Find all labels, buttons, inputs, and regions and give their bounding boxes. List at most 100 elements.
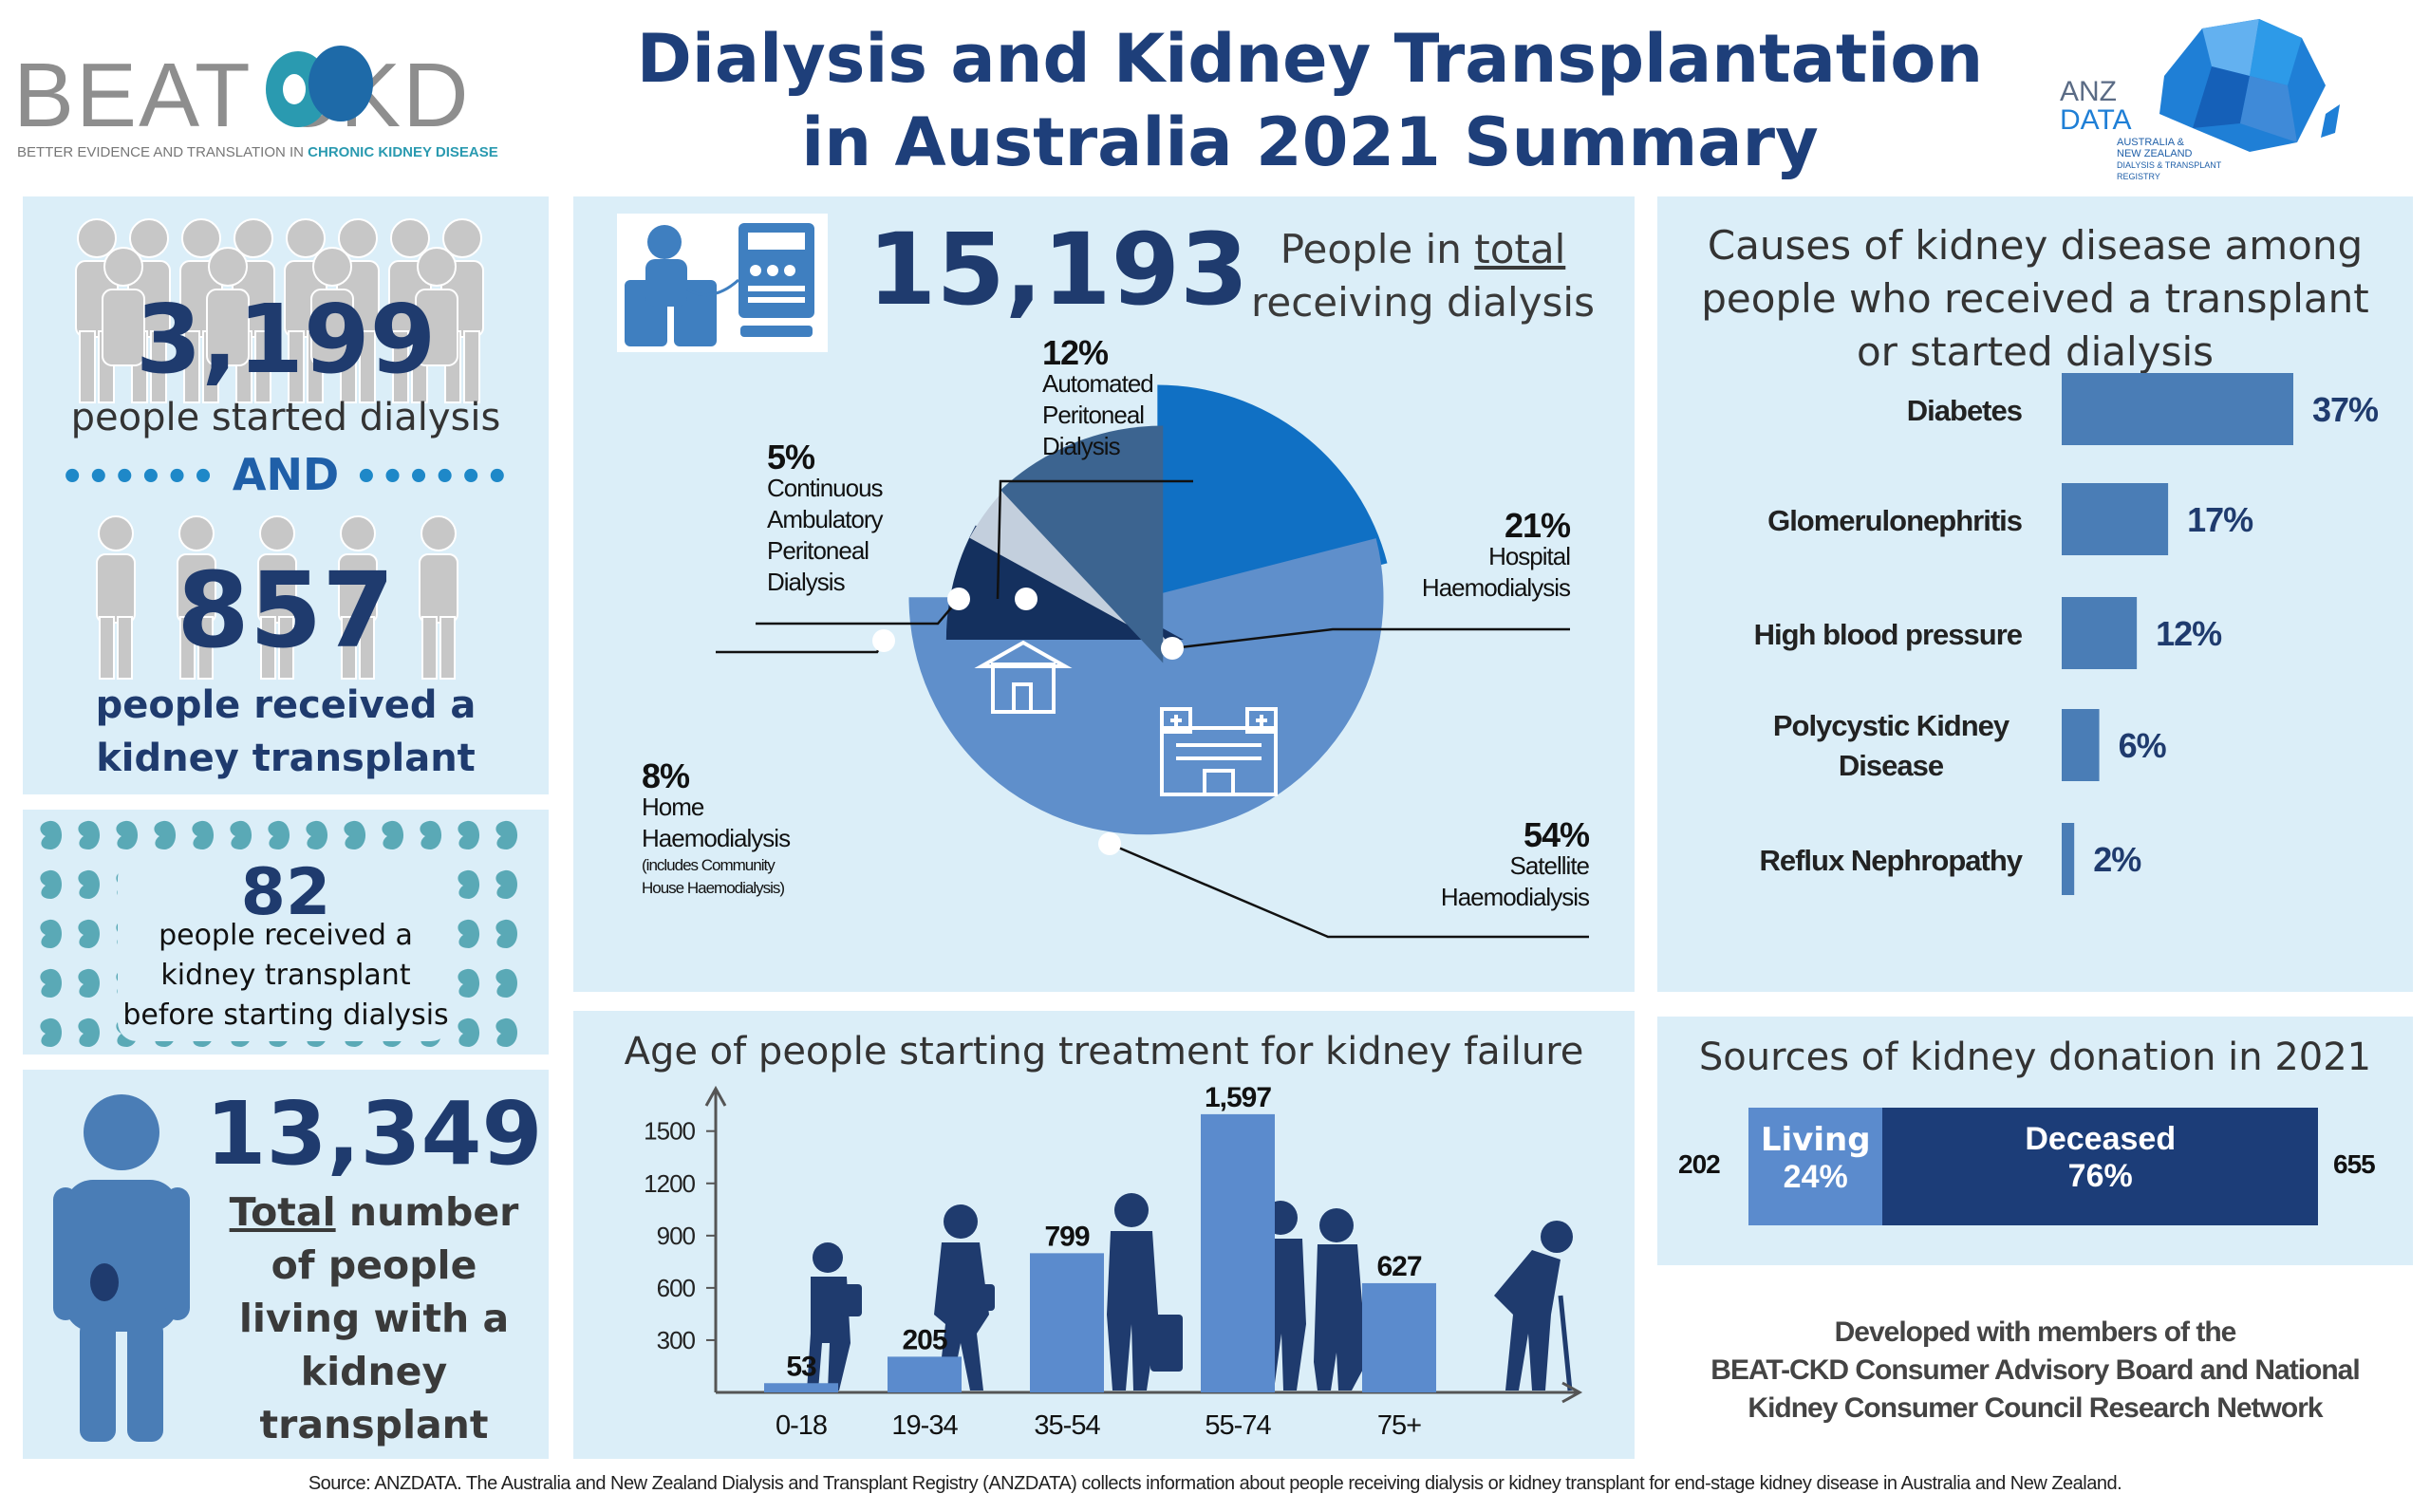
kidney-icon — [154, 820, 177, 849]
donation-bar: Living 24% Deceased 76% — [1748, 1108, 2318, 1225]
living-pct: 24% — [1783, 1159, 1848, 1195]
cause-label: Glomerulonephritis — [1767, 504, 2022, 537]
started-dialysis-value: 3,199 — [135, 284, 437, 395]
living-label-4: kidney — [300, 1349, 448, 1394]
slice-label-capd: 5% Continuous Ambulatory Peritoneal Dial… — [767, 438, 884, 598]
dialysis-pie-chart — [716, 384, 1589, 939]
causes-title: Causes of kidney disease among people wh… — [1657, 219, 2413, 379]
y-tick-label: 600 — [657, 1274, 696, 1302]
age-bar-value-label: 627 — [1376, 1251, 1421, 1282]
deceased-segment: Deceased 76% — [1882, 1108, 2318, 1225]
deceased-label: Deceased — [2025, 1121, 2177, 1157]
cause-bar — [2062, 483, 2169, 555]
living-label-1: number — [335, 1189, 519, 1235]
kidney-icon — [495, 1017, 518, 1047]
kidney-icon — [78, 1017, 101, 1047]
deceased-pct: 76% — [2067, 1158, 2133, 1194]
causes-title-2: people who received a transplant — [1701, 275, 2369, 322]
age-bar — [888, 1356, 962, 1392]
slice-capd-l3: Peritoneal — [767, 536, 869, 565]
anzdata-sub2: NEW ZEALAND — [2117, 148, 2193, 159]
slice-capd-l1: Continuous — [767, 474, 884, 502]
age-panel: Age of people starting treatment for kid… — [573, 1011, 1635, 1459]
living-label-5: transplant — [259, 1402, 489, 1447]
age-bar — [764, 1383, 838, 1392]
age-bar-chart: 300 600 900 1200 1500 53 0-18 205 19-34 799 35-54 1… — [644, 1082, 1583, 1441]
kidney-icon — [78, 869, 101, 899]
cause-label: Reflux Nephropathy — [1759, 844, 2023, 877]
age-bar — [1201, 1113, 1275, 1392]
kidney-icon — [116, 820, 139, 849]
living-transplant-label: Total number of people living with a kid… — [203, 1185, 545, 1451]
credits: Developed with members of the BEAT-CKD C… — [1657, 1314, 2413, 1428]
causes-title-3: or started dialysis — [1856, 328, 2214, 375]
dialysis-icon-box — [617, 214, 828, 352]
age-category-label: 19-34 — [891, 1410, 958, 1441]
slice-label-home: 8% Home Haemodialysis (includes Communit… — [642, 759, 791, 900]
slice-satellite-l2: Haemodialysis — [1440, 883, 1590, 911]
slice-apd-l2: Peritoneal — [1042, 401, 1145, 429]
house-icon — [974, 640, 1073, 714]
source-footnote: Source: ANZDATA. The Australia and New Z… — [308, 1473, 2122, 1494]
pie-slice-apd — [1000, 425, 1164, 663]
slice-apd-l3: Dialysis — [1042, 432, 1121, 460]
living-label: Living — [1760, 1121, 1871, 1159]
transplant-label-1: people received a — [95, 683, 477, 727]
dialysis-panel: 15,193 People in total receiving dialysi… — [573, 196, 1635, 992]
slice-hospital-l1: Hospital — [1488, 542, 1571, 570]
slice-home-l2: Haemodialysis — [642, 824, 791, 852]
kidney-icon — [458, 968, 480, 998]
started-dialysis-label: people started dialysis — [70, 396, 501, 439]
pre-label-2: kidney transplant — [160, 959, 411, 992]
kidney-icon — [382, 820, 404, 849]
kidney-icon — [40, 919, 63, 948]
elderly-silhouette-icon — [1494, 1221, 1573, 1391]
started-transplant-panel: 3,199 people started dialysis •••••• AND… — [23, 196, 549, 794]
anzdata-sub3: DIALYSIS & TRANSPLANT — [2117, 160, 2222, 170]
age-category-label: 55-74 — [1205, 1410, 1271, 1441]
hospital-icon — [1160, 707, 1278, 796]
people-crowd-icon-bottom — [96, 515, 458, 680]
kidney-icon — [192, 820, 215, 849]
age-category-label: 35-54 — [1034, 1410, 1100, 1441]
causes-title-1: Causes of kidney disease among — [1707, 222, 2364, 269]
logo-tagline-a: BETTER EVIDENCE AND TRANSLATION IN — [17, 144, 308, 160]
causes-panel: Causes of kidney disease among people wh… — [1657, 196, 2413, 992]
slice-satellite-pct: 54% — [1523, 815, 1590, 854]
cause-value-label: 2% — [2093, 840, 2141, 879]
logo-wordmark: BEAT CKD — [13, 45, 471, 146]
kidney-icon — [78, 968, 101, 998]
kidney-icon — [40, 968, 63, 998]
and-label: AND — [232, 449, 340, 500]
kidney-icon — [458, 919, 480, 948]
age-bar-value-label: 53 — [786, 1351, 816, 1382]
age-bar-value-label: 205 — [902, 1324, 946, 1355]
dots-right: •••••• — [354, 456, 512, 499]
beat-ckd-logo: BEAT CKD BETTER EVIDENCE AND TRANSLATION… — [13, 27, 583, 169]
cause-value-label: 17% — [2187, 500, 2253, 539]
cause-label: High blood pressure — [1754, 618, 2023, 651]
page-title-line1: Dialysis and Kidney Transplantation — [636, 20, 1984, 98]
slice-label-apd: 12% Automated Peritoneal Dialysis — [1042, 336, 1154, 462]
transplant-label-2: kidney transplant — [96, 737, 476, 780]
slice-capd-pct: 5% — [767, 438, 815, 476]
kidney-icon — [495, 869, 518, 899]
credits-line3: Kidney Consumer Council Research Network — [1748, 1392, 2323, 1424]
dialysis-total-label-a: People in — [1280, 226, 1475, 272]
kidney-icon — [40, 869, 63, 899]
age-bar — [1030, 1253, 1104, 1392]
y-tick-label: 1200 — [644, 1169, 695, 1198]
slice-home-l1: Home — [642, 793, 704, 821]
anzdata-logo-sub: AUSTRALIA & NEW ZEALAND DIALYSIS & TRANS… — [2117, 137, 2221, 182]
pre-text-bg — [118, 859, 450, 1041]
pre-transplant-label: people received a kidney transplant befo… — [23, 916, 549, 1036]
anzdata-sub4: REGISTRY — [2117, 172, 2160, 181]
pre-label-3: before starting dialysis — [122, 999, 449, 1032]
pre-label-1: people received a — [159, 919, 413, 952]
cause-value-label: 6% — [2119, 726, 2167, 765]
kidney-logo-icon — [266, 46, 373, 127]
living-transplant-panel: 13,349 Total number of people living wit… — [23, 1070, 549, 1459]
slice-apd-l1: Automated — [1042, 369, 1154, 398]
credits-line1: Developed with members of the — [1834, 1316, 2237, 1348]
cause-bar — [2062, 823, 2075, 895]
